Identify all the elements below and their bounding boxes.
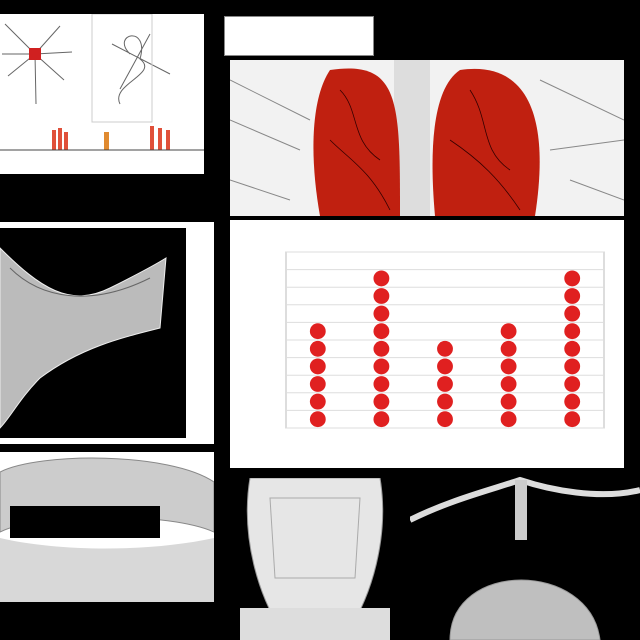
chart-dot — [437, 340, 453, 357]
small-bar-series — [52, 126, 170, 150]
chart-dot — [564, 340, 581, 357]
bone-illustration — [0, 247, 167, 429]
network-diagram-panel — [0, 14, 204, 186]
chart-dot — [309, 323, 326, 340]
chart-dot — [373, 305, 390, 322]
chart-dot — [373, 411, 390, 428]
chart-dot — [564, 288, 581, 304]
ruler-strip — [0, 174, 204, 186]
chart-dot — [564, 411, 581, 428]
chart-dot — [373, 270, 390, 287]
chart-dot — [309, 393, 326, 410]
chart-dot — [500, 393, 517, 410]
dot-chart-panel — [230, 220, 624, 468]
specimen-image-panel — [410, 470, 640, 640]
chart-dot — [373, 288, 390, 304]
chart-dot — [373, 393, 390, 410]
chart-dot — [564, 376, 581, 392]
jaw-illustration — [0, 457, 214, 602]
chart-dot — [564, 305, 581, 322]
chart-dot — [500, 323, 517, 340]
chart-dot — [373, 358, 390, 375]
chart-dot — [437, 411, 453, 428]
chart-dot — [564, 323, 581, 340]
chart-dot — [373, 323, 390, 340]
chart-dot — [437, 358, 453, 375]
chart-dot — [309, 411, 326, 428]
tissue-image-panel — [0, 222, 214, 444]
lungs-illustration — [230, 60, 624, 216]
organ-image-panel — [240, 478, 390, 640]
chart-dot — [564, 358, 581, 375]
jaw-image-panel — [0, 452, 214, 602]
chart-dot — [437, 376, 453, 392]
chart-dot — [309, 340, 326, 357]
dot-chart — [285, 251, 605, 429]
chart-dot — [373, 376, 390, 392]
chart-dot — [500, 340, 517, 357]
chart-dot — [564, 270, 581, 287]
lungs-panel — [230, 60, 624, 216]
chart-dot — [500, 411, 517, 428]
chart-dot — [500, 358, 517, 375]
chart-dot — [309, 376, 326, 392]
red-node — [29, 48, 41, 60]
chart-dot — [437, 393, 453, 410]
network-diagram-illustration — [0, 14, 204, 186]
chart-dot — [564, 393, 581, 410]
chart-dot — [309, 358, 326, 375]
chart-dot — [500, 376, 517, 392]
specimen-illustration — [410, 476, 640, 640]
title-box — [224, 16, 374, 56]
organ-illustration — [240, 478, 390, 640]
chart-dot — [373, 340, 390, 357]
